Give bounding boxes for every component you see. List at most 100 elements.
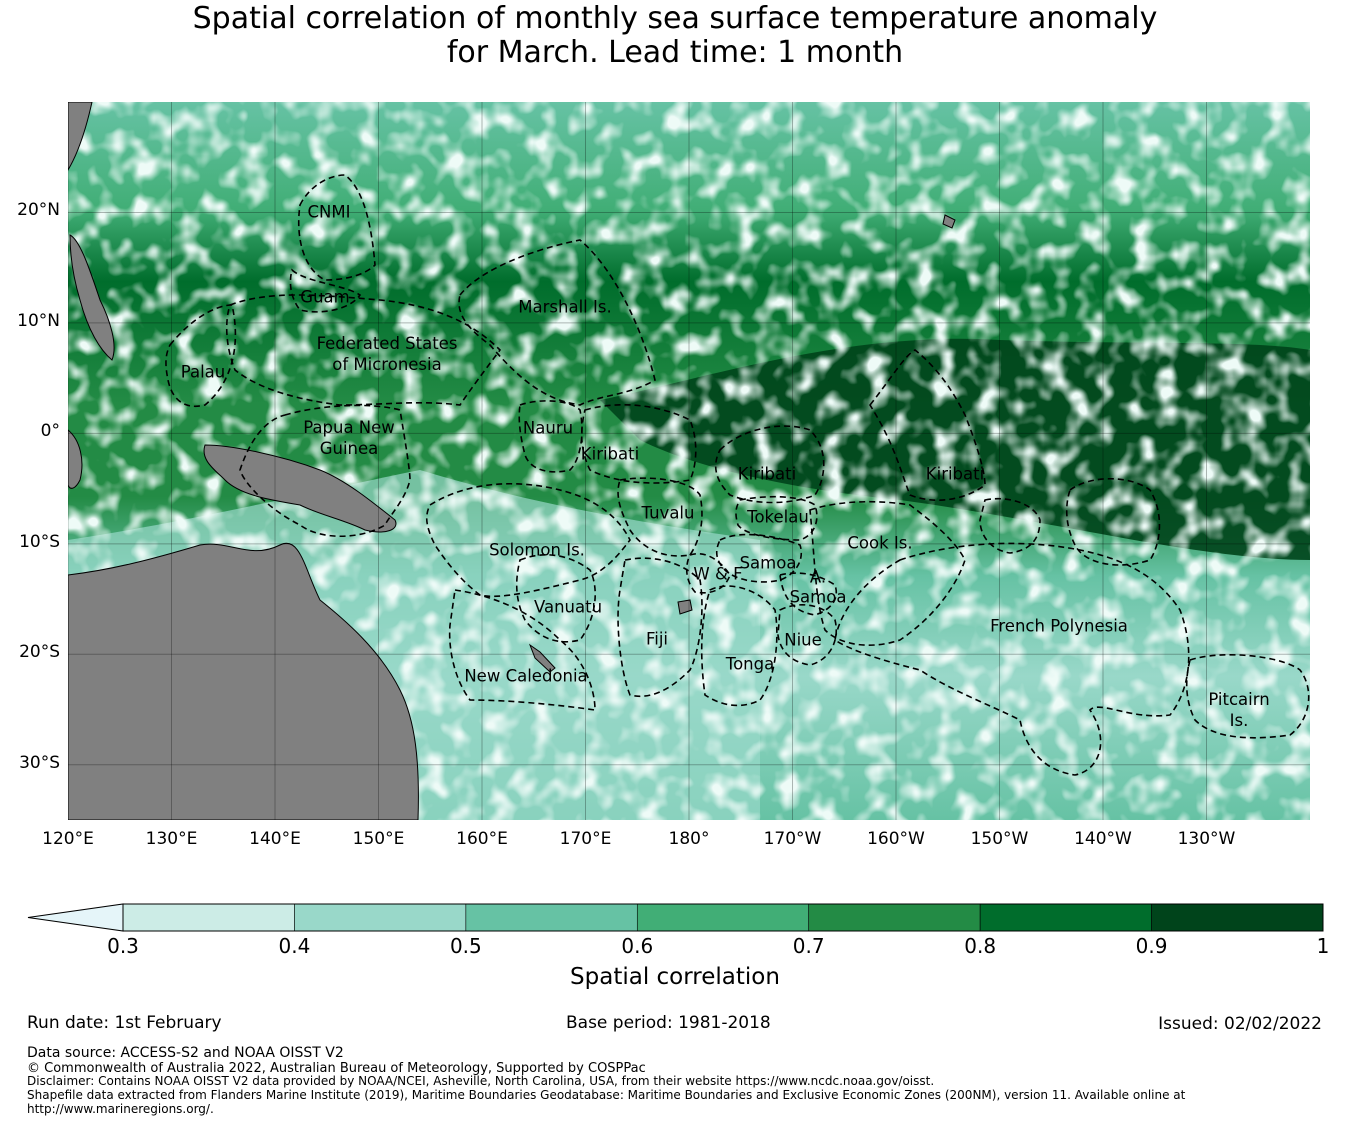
region-label: Niue (784, 630, 822, 650)
region-label: Guam (300, 287, 350, 307)
boundary-pitcairn (1185, 654, 1310, 739)
shapefile-url: http://www.marineregions.org/. (27, 1102, 214, 1116)
colorbar-tick-label: 0.4 (278, 934, 311, 958)
sulawesi (68, 429, 83, 489)
lon-tick-label: 160°W (867, 829, 925, 849)
colorbar-label: Spatial correlation (570, 964, 780, 990)
colorbar-tick-label: 0.9 (1135, 934, 1168, 958)
issued-date: Issued: 02/02/2022 (1158, 1014, 1322, 1034)
colorbar-tick-label: 0.7 (792, 934, 825, 958)
philippines (69, 234, 115, 361)
colorbar-tick-label: 0.6 (621, 934, 654, 958)
boundary-fsm (225, 294, 502, 406)
lat-tick-label: 10°N (17, 310, 60, 331)
boundary-tokelau (735, 495, 818, 541)
colorbar-extend-arrow (27, 903, 124, 932)
boundary-solomon (425, 482, 631, 598)
region-label: Cook Is. (847, 533, 913, 553)
boundary-new-caledonia (448, 589, 596, 711)
colorbar-outline (122, 903, 1324, 932)
colorbar-tick-label: 0.3 (107, 934, 139, 958)
boundary-cnmi (297, 174, 376, 281)
region-label: Fiji (645, 629, 669, 649)
region-label: Kiribati (737, 464, 797, 484)
boundary-kiribati-gilbert (580, 404, 697, 484)
title-line-2: for March. Lead time: 1 month (446, 35, 904, 70)
colorbar-tick-label: 0.5 (449, 934, 482, 958)
lon-tick-label: 120°E (42, 829, 94, 849)
boundary-palau (165, 304, 237, 407)
colorbar-segment (979, 903, 1152, 932)
disclaimer: Disclaimer: Contains NOAA OISST V2 data … (27, 1074, 935, 1088)
australia (68, 542, 419, 820)
region-label: Tuvalu (641, 503, 695, 523)
boundary-wallis-futuna (685, 553, 731, 594)
lon-tick-label: 150°E (352, 829, 405, 849)
lon-tick-label: 140°E (249, 829, 301, 849)
boundary-png (239, 404, 411, 538)
lon-tick-label: 130°W (1177, 829, 1236, 849)
title-line-1: Spatial correlation of monthly sea surfa… (192, 1, 1158, 36)
boundary-niue (777, 604, 837, 666)
region-label: French Polynesia (990, 616, 1128, 636)
region-label: Nauru (522, 418, 574, 438)
lon-tick-label: 180° (668, 829, 710, 849)
colorbar-segment (636, 903, 810, 932)
boundary-marshall (458, 239, 656, 406)
region-label: CNMI (307, 202, 351, 222)
region-label: Federated States of Micronesia (316, 334, 458, 374)
colorbar-segment (1151, 903, 1324, 932)
lon-tick-label: 140°W (1074, 829, 1132, 849)
lat-tick-label: 10°S (19, 531, 60, 552)
hawaii-island (942, 214, 956, 229)
new-guinea (203, 444, 397, 533)
region-label: W & F (693, 564, 743, 584)
graticule (68, 102, 1310, 820)
colorbar-segment (465, 903, 638, 932)
lon-tick-label: 160°E (456, 829, 508, 849)
colorbar-segment (122, 903, 295, 932)
lat-tick-label: 20°S (19, 642, 60, 663)
boundary-marquesas (1065, 477, 1161, 566)
lon-tick-label: 170°W (763, 829, 822, 849)
chart-title: Spatial correlation of monthly sea surfa… (0, 2, 1350, 70)
boundary-cook (809, 500, 966, 646)
boundary-fiji (617, 557, 703, 697)
map-area (68, 102, 1310, 820)
region-label: Pitcairn Is. (1208, 690, 1270, 730)
data-source: Data source: ACCESS-S2 and NOAA OISST V2 (27, 1045, 344, 1061)
boundary-american-samoa (779, 572, 837, 616)
colorbar-segment (294, 903, 467, 932)
boundary-nauru (518, 400, 583, 473)
region-label: Marshall Is. (518, 297, 612, 317)
region-label: A. (809, 567, 827, 587)
region-label: Solomon Is. (489, 540, 585, 560)
region-label: New Caledonia (464, 666, 588, 686)
lat-tick-label: 0° (40, 421, 60, 442)
region-label: Papua New Guinea (303, 418, 395, 458)
lat-tick-label: 30°S (19, 752, 60, 773)
lat-tick-label: 20°N (17, 200, 60, 221)
copyright: © Commonwealth of Australia 2022, Austra… (27, 1061, 646, 1076)
colorbar-tick-label: 1 (1316, 934, 1330, 958)
colorbar (27, 903, 1324, 932)
boundary-french-polynesia (834, 542, 1190, 776)
region-label: Vanuatu (533, 597, 603, 617)
eez-boundaries (165, 174, 1310, 776)
lon-tick-label: 150°W (970, 829, 1029, 849)
region-label: Samoa (789, 587, 847, 607)
fiji-island (677, 599, 693, 615)
colorbar-tick-label: 0.8 (964, 934, 997, 958)
boundary-vanuatu (515, 554, 596, 643)
region-label: Samoa (739, 553, 797, 573)
region-label: Palau (180, 362, 226, 382)
base-period: Base period: 1981-2018 (566, 1013, 771, 1033)
boundary-guam (289, 268, 362, 313)
boundary-kiribati-phoenix (714, 425, 825, 504)
taiwan (68, 102, 93, 171)
region-label: Tonga (725, 654, 775, 674)
boundary-tonga (700, 585, 778, 707)
colorbar-segment (808, 903, 981, 932)
lon-tick-label: 130°E (145, 829, 198, 849)
